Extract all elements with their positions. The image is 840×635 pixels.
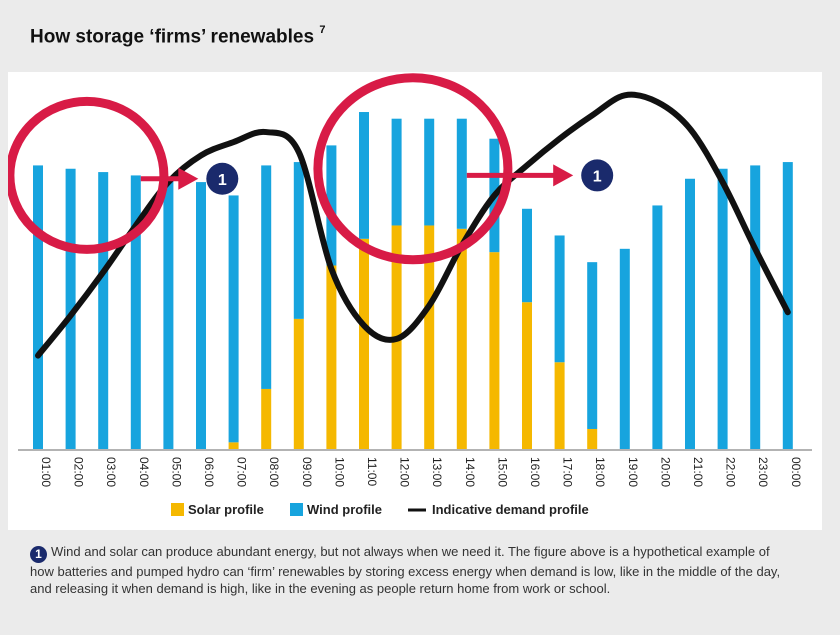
footnote-text: Wind and solar can produce abundant ener… xyxy=(30,544,781,596)
wind-bar-01:00 xyxy=(33,165,43,449)
solar-bar-14:00 xyxy=(456,228,467,449)
chart: 01:00 02:00 03:00 04:00 05:00 06:00 07:00 08:00… xyxy=(8,73,812,517)
wind-bar-04:00 xyxy=(130,175,141,449)
x-tick-05:00: 05:00 xyxy=(169,457,183,487)
demand-line xyxy=(35,91,791,359)
wind-bar-08:00 xyxy=(261,165,272,389)
x-tick-19:00: 19:00 xyxy=(626,457,640,487)
wind-bar-18:00 xyxy=(587,262,598,429)
x-tick-08:00: 08:00 xyxy=(267,457,281,487)
wind-bar-20:00 xyxy=(652,205,663,449)
legend-solar-swatch xyxy=(171,503,184,516)
x-tick-16:00: 16:00 xyxy=(528,457,542,487)
solar-bar-18:00 xyxy=(587,428,598,449)
wind-bar-21:00 xyxy=(685,178,695,449)
wind-bar-11:00 xyxy=(359,112,369,239)
wind-bar-00:00 xyxy=(782,162,793,449)
wind-bar-07:00 xyxy=(228,195,239,443)
arrow-head-1 xyxy=(178,167,199,190)
solar-bar-08:00 xyxy=(261,388,272,449)
wind-bar-02:00 xyxy=(65,168,76,449)
x-tick-labels: 01:00 02:00 03:00 04:00 05:00 06:00 07:00 08:00… xyxy=(39,457,803,487)
wind-bar-05:00 xyxy=(163,178,174,449)
x-tick-03:00: 03:00 xyxy=(104,457,118,487)
x-tick-18:00: 18:00 xyxy=(593,457,607,487)
wind-bar-19:00 xyxy=(619,248,630,449)
legend-wind-label: Wind profile xyxy=(307,502,382,517)
x-tick-11:00: 11:00 xyxy=(365,457,379,486)
wind-bar-22:00 xyxy=(717,168,728,449)
step-badge-label-2: 1 xyxy=(593,168,602,185)
solar-bar-15:00 xyxy=(489,252,500,449)
bars-layer xyxy=(33,112,793,449)
wind-bar-06:00 xyxy=(196,182,206,449)
solar-bar-07:00 xyxy=(228,442,239,449)
x-tick-10:00: 10:00 xyxy=(332,457,346,487)
x-tick-15:00: 15:00 xyxy=(495,457,509,487)
x-tick-14:00: 14:00 xyxy=(463,457,477,487)
solar-bar-11:00 xyxy=(359,238,369,449)
footnote-badge: 1 xyxy=(30,546,47,563)
chart-card: 01:00 02:00 03:00 04:00 05:00 06:00 07:00 08:00… xyxy=(8,72,822,530)
x-tick-22:00: 22:00 xyxy=(724,457,738,487)
wind-bar-03:00 xyxy=(98,172,109,449)
x-tick-20:00: 20:00 xyxy=(658,457,672,487)
title-footnote-ref: 7 xyxy=(319,24,326,36)
step-badge-label-1: 1 xyxy=(218,172,227,189)
arrow-head-2 xyxy=(553,164,574,187)
x-tick-06:00: 06:00 xyxy=(202,457,216,487)
x-tick-07:00: 07:00 xyxy=(235,457,249,487)
x-tick-23:00: 23:00 xyxy=(756,457,770,487)
solar-bar-10:00 xyxy=(326,265,337,449)
highlight-circle-1 xyxy=(8,96,169,254)
solar-bar-13:00 xyxy=(424,225,435,449)
x-tick-17:00: 17:00 xyxy=(561,457,575,487)
highlight-circle-2 xyxy=(313,73,513,265)
x-tick-04:00: 04:00 xyxy=(137,457,151,487)
x-tick-21:00: 21:00 xyxy=(691,457,705,487)
x-tick-00:00: 00:00 xyxy=(789,457,803,487)
solar-bar-17:00 xyxy=(554,362,565,449)
wind-bar-17:00 xyxy=(554,235,565,363)
footnote: 1 Wind and solar can produce abundant ene… xyxy=(30,543,790,597)
legend-solar-label: Solar profile xyxy=(188,502,264,517)
solar-bar-09:00 xyxy=(293,318,304,449)
wind-bar-16:00 xyxy=(522,208,532,303)
step-badge-2 xyxy=(581,159,614,192)
x-tick-02:00: 02:00 xyxy=(72,457,86,487)
legend: Solar profile Wind profile Indicative dema… xyxy=(171,502,589,517)
x-tick-13:00: 13:00 xyxy=(430,457,444,487)
wind-bar-09:00 xyxy=(293,162,304,319)
wind-bar-23:00 xyxy=(750,165,761,449)
legend-wind-swatch xyxy=(290,503,303,516)
wind-bar-14:00 xyxy=(456,118,467,229)
x-tick-01:00: 01:00 xyxy=(39,457,53,487)
wind-bar-10:00 xyxy=(326,145,337,266)
x-tick-09:00: 09:00 xyxy=(300,457,314,487)
legend-demand-label: Indicative demand profile xyxy=(432,502,589,517)
x-tick-12:00: 12:00 xyxy=(398,457,412,487)
solar-bar-16:00 xyxy=(522,302,532,449)
wind-bar-13:00 xyxy=(424,118,435,226)
chart-title: How storage ‘firms’ renewables 7 xyxy=(30,24,326,48)
wind-bar-12:00 xyxy=(391,118,402,226)
step-badge-1 xyxy=(206,162,239,195)
